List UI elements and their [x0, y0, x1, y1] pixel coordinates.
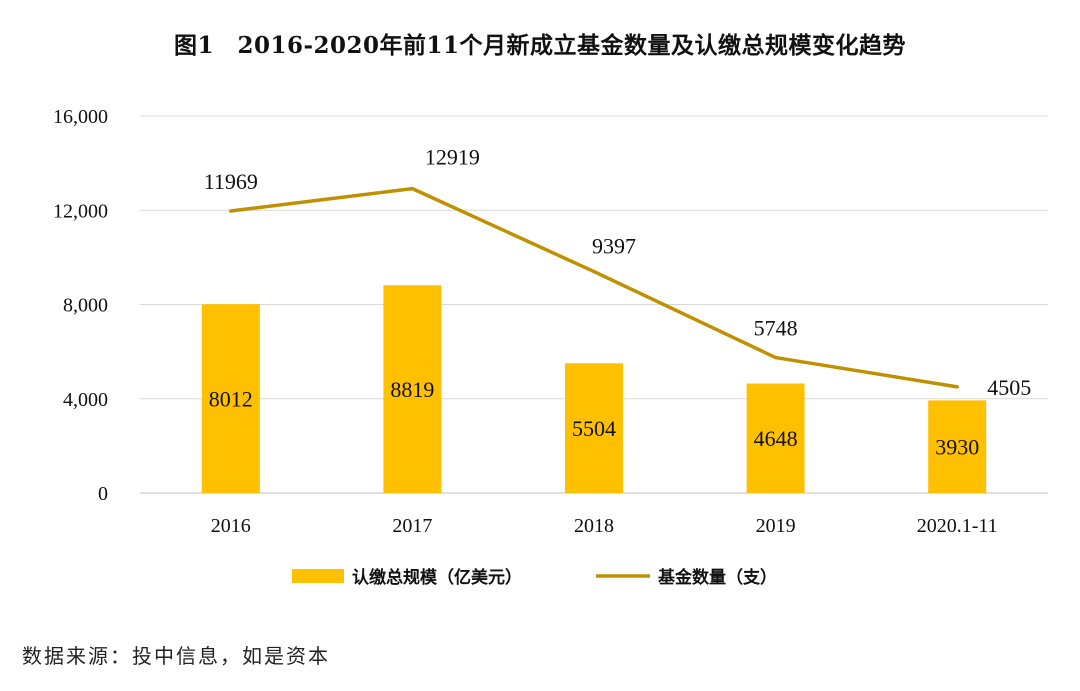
- legend: 认缴总规模（亿美元） 基金数量（支）: [292, 567, 777, 588]
- x-tick-label: 2020.1-11: [917, 515, 998, 537]
- line-data-label: 5748: [754, 316, 798, 341]
- y-tick-label: 16,000: [53, 106, 108, 128]
- bar: [201, 304, 260, 493]
- x-tick-label: 2016: [211, 515, 251, 537]
- chart-title: 图1 2016-2020年前11个月新成立基金数量及认缴总规模变化趋势: [173, 32, 907, 59]
- bar: [928, 400, 987, 493]
- y-tick-label: 8,000: [63, 295, 108, 317]
- x-axis-ticks: 2016 2017 2018 2019 2020.1-11: [211, 515, 998, 537]
- bar-series: [201, 285, 987, 493]
- x-tick-label: 2018: [574, 515, 614, 537]
- bar-data-label: 4648: [754, 426, 798, 451]
- bar-data-label: 8819: [390, 377, 434, 402]
- y-axis-ticks: 0 4,000 8,000 12,000 16,000: [53, 106, 108, 505]
- y-tick-label: 12,000: [53, 200, 108, 222]
- line-data-label: 11969: [204, 169, 258, 194]
- bar: [565, 363, 623, 493]
- legend-label-line: 基金数量（支）: [657, 567, 777, 588]
- bar: [746, 383, 805, 493]
- line-data-label: 12919: [425, 145, 480, 170]
- legend-swatch-bar: [292, 569, 344, 583]
- x-tick-label: 2019: [756, 515, 796, 537]
- y-tick-label: 4,000: [63, 389, 108, 411]
- line-series: [229, 186, 959, 389]
- x-tick-label: 2017: [392, 515, 432, 537]
- source-note: 数据来源：投中信息，如是资本: [22, 644, 330, 668]
- bar: [383, 285, 442, 493]
- line-data-label: 4505: [987, 375, 1031, 400]
- y-tick-label: 0: [98, 483, 108, 505]
- line-path: [229, 186, 959, 389]
- bar-data-label: 8012: [209, 387, 253, 412]
- bar-data-label: 5504: [572, 416, 616, 441]
- legend-label-bar: 认缴总规模（亿美元）: [352, 567, 522, 588]
- bar-data-label: 3930: [935, 435, 979, 460]
- data-labels: 8012 8819 5504 4648 3930 11969 12919 9397 5748 45…: [204, 145, 1031, 460]
- line-data-label: 9397: [592, 234, 636, 259]
